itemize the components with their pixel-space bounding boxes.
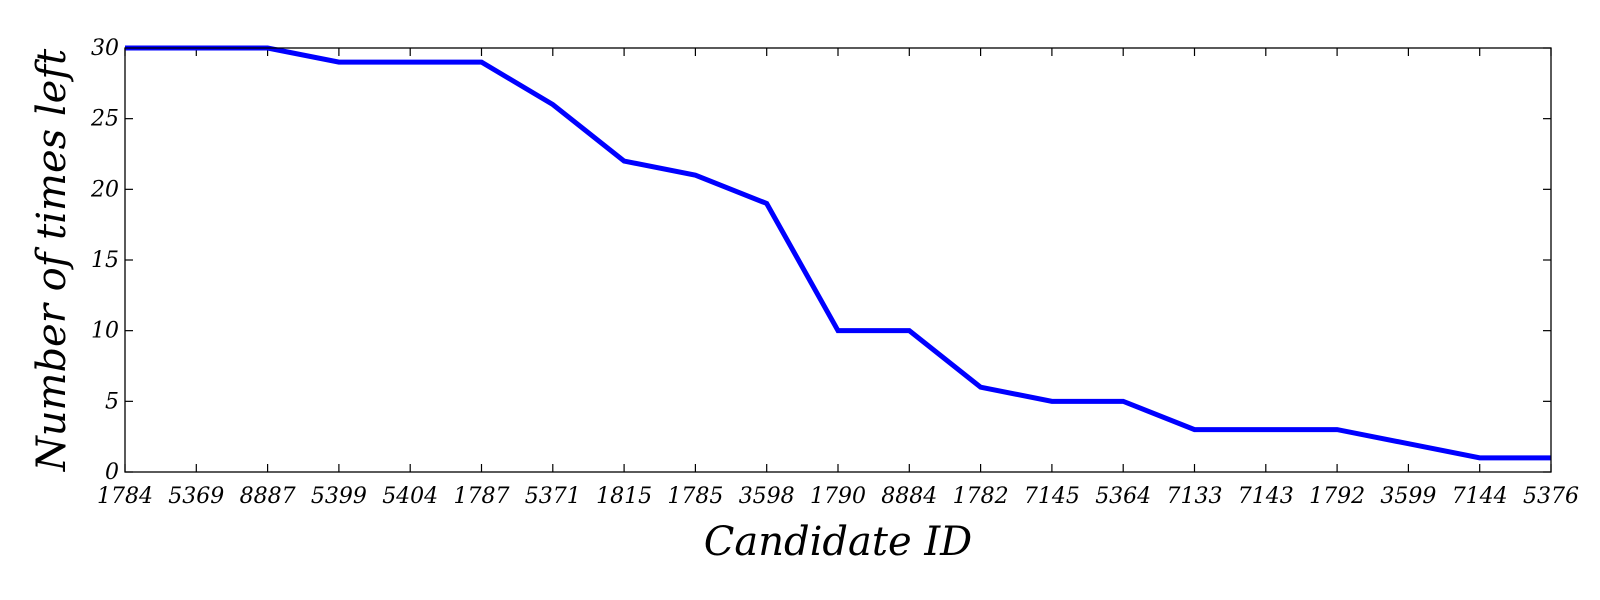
x-tick-label: 1782 [953,484,1009,509]
x-tick-label: 8887 [240,484,296,509]
plot-area [125,48,1551,472]
plot-frame [124,47,1552,473]
x-tick-label: 5404 [382,484,438,509]
x-tick-label: 7143 [1238,484,1294,509]
x-tick-label: 7145 [1024,484,1080,509]
y-tick-label: 5 [105,389,119,414]
x-tick-label: 3598 [739,484,795,509]
y-ticks: 0 5 10 15 20 25 30 [90,36,1551,485]
x-ticks: 1784 5369 8887 5399 5404 1787 5371 1815 1785 3598… [97,48,1579,509]
x-tick-label: 7144 [1452,484,1508,509]
x-tick-label: 3599 [1380,484,1436,509]
x-axis-title: Candidate ID [704,519,972,565]
x-tick-label: 1815 [596,484,652,509]
x-tick-label: 1790 [810,484,866,509]
x-tick-label: 8884 [881,484,937,509]
x-tick-label: 5399 [311,484,367,509]
series-line [125,45,1551,461]
y-tick-label: 15 [91,248,119,273]
y-tick-label: 0 [105,460,119,485]
y-tick-label: 20 [90,177,119,202]
x-tick-label: 1784 [97,484,153,509]
x-tick-label: 7133 [1167,484,1223,509]
x-tick-label: 5371 [525,484,581,509]
x-tick-label: 5364 [1095,484,1151,509]
y-axis-title: Number of times left [29,48,75,472]
x-tick-label: 1787 [454,484,510,509]
y-tick-label: 25 [90,107,119,132]
x-tick-label: 5376 [1523,484,1579,509]
x-tick-label: 1792 [1309,484,1365,509]
x-tick-label: 5369 [168,484,224,509]
y-tick-label: 10 [91,319,119,344]
x-tick-label: 1785 [667,484,723,509]
y-tick-label: 30 [91,36,119,61]
